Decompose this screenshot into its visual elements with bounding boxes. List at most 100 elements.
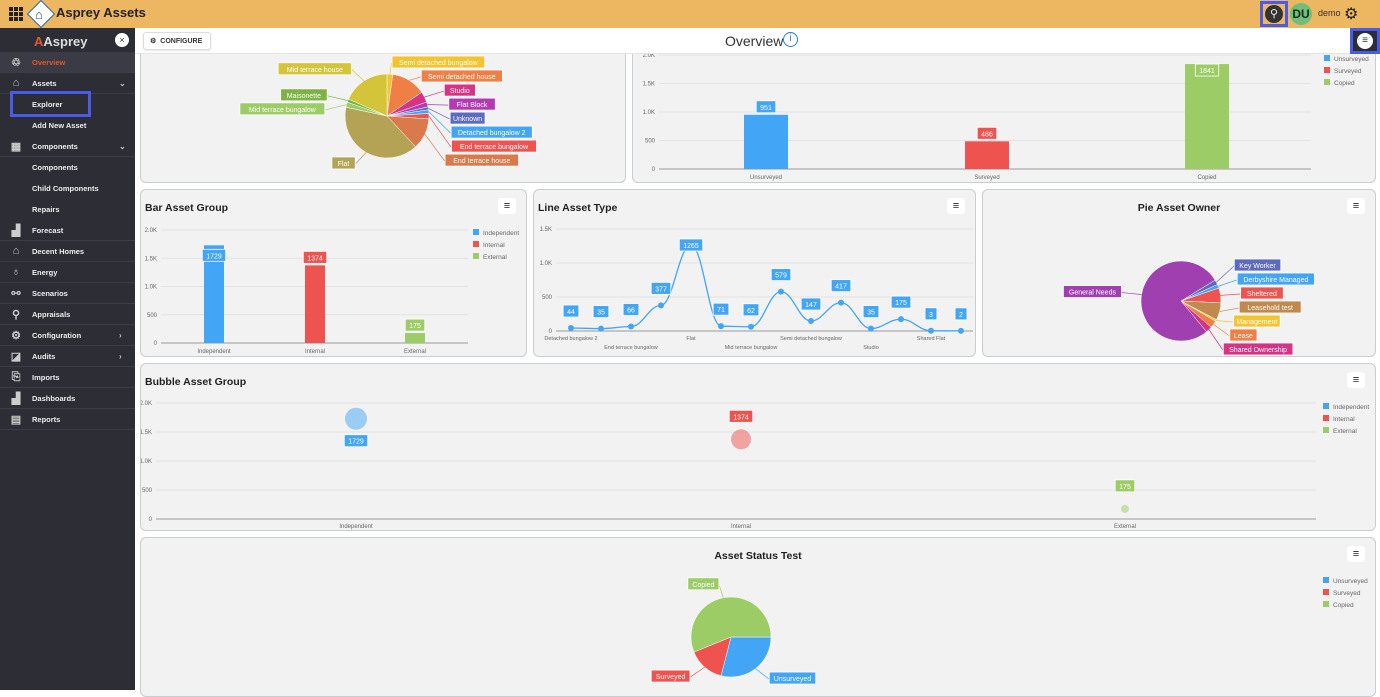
house-icon: ⌂ [12, 77, 20, 89]
home-icon[interactable]: ⌂ [35, 7, 43, 22]
x-tick-label: Studio [863, 345, 879, 351]
sidebar-item-label: Appraisals [32, 309, 71, 319]
overview-icon: ♲ [11, 56, 21, 69]
chart-menu-button[interactable]: ≡ [1347, 372, 1365, 388]
gear-icon: ⚙ [150, 38, 157, 45]
y-tick-label: 1.0K [141, 459, 152, 465]
slice-label: Management [1236, 319, 1277, 326]
key-icon: ⚲ [1265, 5, 1283, 23]
panel-bubble-asset-group: 0 500 1.0K 1.5K 2.0K 1729 Independent 1374 Inter… [140, 363, 1376, 531]
panel-pie-asset-type: Semi detached bungalow Semi detached hous… [140, 40, 626, 183]
panel-pie-asset-owner: Key Worker Derbyshire Managed Sheltered Lea… [982, 189, 1376, 357]
sidebar-item-decent-homes[interactable]: ⌂ Decent Homes [0, 241, 135, 262]
legend-swatch [1323, 589, 1329, 595]
label-connector [355, 152, 367, 165]
slice-label: Studio [450, 88, 470, 95]
slice-label: Flat Block [457, 102, 488, 109]
sidebar-item-repairs[interactable]: Repairs [0, 199, 135, 220]
configure-button[interactable]: ⚙ CONFIGURE [143, 32, 211, 50]
slice-label-bg [1233, 314, 1281, 328]
sidebar-item-overview[interactable]: ♲ Overview [0, 52, 135, 73]
close-sidebar-button[interactable]: × [115, 33, 129, 47]
sidebar-item-child-components[interactable]: Child Components [0, 178, 135, 199]
username[interactable]: demo [1318, 8, 1341, 18]
sidebar-item-components[interactable]: Components [0, 157, 135, 178]
page-header: ⚙ CONFIGURE Overview i ≡ [135, 28, 1380, 54]
sidebar-item-imports[interactable]: ⎘ Imports [0, 367, 135, 388]
legend-swatch [1323, 577, 1329, 583]
sidebar-item-audits[interactable]: ◪ Audits › [0, 346, 135, 367]
data-point [778, 288, 784, 295]
sidebar-item-reports[interactable]: ▤ Reports [0, 409, 135, 430]
apps-grid-icon[interactable] [9, 7, 23, 21]
slice-label-bg [687, 577, 720, 591]
data-label-bg [1194, 63, 1220, 77]
bar [1185, 64, 1229, 169]
slice-label-bg [1240, 286, 1284, 300]
y-tick-label: 1.5K [643, 82, 655, 88]
slice-label-bg [1233, 258, 1282, 272]
page-menu-button[interactable]: ≡ [1350, 28, 1380, 54]
legend-swatch [473, 253, 479, 259]
legend-swatch [473, 241, 479, 247]
sidebar-item-appraisals[interactable]: ⚲ Appraisals [0, 304, 135, 325]
y-tick-label: 1.5K [145, 256, 157, 262]
decent-homes-icon: ⌂ [12, 245, 20, 257]
data-label-bg [650, 281, 672, 295]
data-label-bg [562, 304, 580, 318]
legend-item: Internal [1333, 416, 1355, 423]
legend-swatch [1324, 55, 1330, 61]
y-tick-label: 500 [645, 139, 656, 145]
bubble [1121, 504, 1129, 513]
sidebar-item-label: Energy [32, 267, 58, 277]
slice-label: Maisonette [287, 93, 321, 100]
data-point [868, 325, 874, 332]
legend-item: External [483, 254, 507, 261]
menu-icon: ≡ [1357, 33, 1373, 49]
sidebar-item-label: Repairs [32, 205, 60, 214]
sidebar-item-label: Imports [32, 372, 60, 382]
legend-item: Internal [483, 242, 505, 249]
bubble [731, 429, 751, 450]
chart-menu-button[interactable]: ≡ [1347, 198, 1365, 214]
slice-label-bg [448, 97, 496, 111]
data-point [958, 327, 964, 334]
x-tick-label: Detached bungalow 2 [544, 336, 597, 342]
avatar[interactable]: DU [1290, 3, 1312, 25]
chevron-icon[interactable]: › [119, 330, 122, 340]
label-connector [1216, 265, 1235, 283]
pie-slice [348, 73, 388, 117]
chevron-icon[interactable]: › [119, 351, 122, 361]
sidebar-item-label: Dashboards [32, 393, 76, 403]
sidebar-item-energy[interactable]: ♁ Energy [0, 262, 135, 283]
sidebar-item-label: Assets [32, 78, 57, 88]
x-tick-label: External [404, 349, 426, 355]
chevron-icon[interactable]: ⌄ [119, 141, 126, 151]
info-icon[interactable]: i [783, 32, 798, 47]
slice-label-bg [331, 156, 356, 170]
sidebar-item-dashboards[interactable]: ▟ Dashboards [0, 388, 135, 409]
settings-gear-icon[interactable]: ⚙ [1344, 6, 1359, 23]
chart-menu-button[interactable]: ≡ [1347, 546, 1365, 562]
sidebar-item-components[interactable]: ▦ Components ⌄ [0, 136, 135, 157]
data-label-bg [343, 434, 369, 448]
panel-pie-asset-status: Unsurveyed Surveyed Copied Unsurveyed Survey… [140, 537, 1376, 697]
sidebar-item-configuration[interactable]: ⚙ Configuration › [0, 325, 135, 346]
data-label: 175 [1119, 484, 1131, 491]
chart-menu-button[interactable]: ≡ [498, 198, 516, 214]
sidebar-item-explorer[interactable]: Explorer [0, 94, 135, 115]
sidebar-item-forecast[interactable]: ▟ Forecast [0, 220, 135, 241]
search-key-button[interactable]: ⚲ [1260, 1, 1288, 27]
chart-title: Line Asset Type [538, 202, 618, 214]
sidebar-item-label: Overview [32, 57, 66, 67]
chart-menu-button[interactable]: ≡ [947, 198, 965, 214]
dashboards-icon: ▟ [11, 392, 21, 405]
slice-label: Semi detached bungalow [399, 60, 479, 67]
explorer-highlight [10, 91, 91, 117]
slice-label-bg [1236, 272, 1315, 286]
sidebar-item-add-new-asset[interactable]: Add New Asset [0, 115, 135, 136]
forecast-icon: ▟ [11, 224, 21, 237]
sidebar-item-scenarios[interactable]: ⚯ Scenarios [0, 283, 135, 304]
x-tick-label: Mid terrace bungalow [725, 345, 778, 351]
chevron-icon[interactable]: ⌄ [119, 78, 126, 88]
